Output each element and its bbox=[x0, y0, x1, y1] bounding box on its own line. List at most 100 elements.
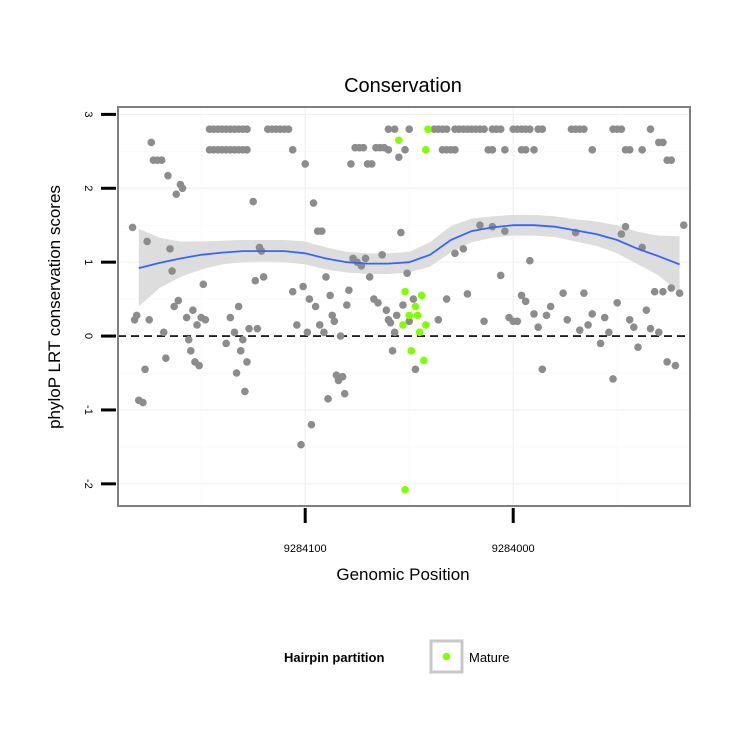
data-point-mature bbox=[415, 328, 424, 337]
data-point-other bbox=[521, 297, 530, 306]
data-point-other bbox=[401, 146, 409, 154]
data-point-other bbox=[588, 310, 597, 318]
data-point-other bbox=[234, 302, 243, 311]
data-point-other bbox=[634, 343, 642, 351]
data-point-other bbox=[409, 295, 418, 303]
data-point-other bbox=[563, 316, 572, 324]
data-point-other bbox=[625, 316, 634, 324]
data-point-other bbox=[671, 361, 680, 370]
data-point-other bbox=[463, 290, 472, 298]
data-point-other bbox=[157, 156, 166, 164]
data-point-other bbox=[309, 199, 318, 207]
data-point-other bbox=[293, 321, 301, 329]
data-point-other bbox=[199, 280, 208, 289]
y-tick-label: -2 bbox=[82, 479, 94, 489]
data-point-mature bbox=[401, 287, 409, 296]
data-point-other bbox=[297, 440, 305, 449]
data-point-other bbox=[241, 387, 249, 396]
data-point-other bbox=[390, 125, 399, 133]
data-point-other bbox=[480, 125, 488, 133]
data-point-other bbox=[288, 146, 297, 154]
data-point-other bbox=[534, 323, 542, 331]
data-point-other bbox=[243, 146, 251, 154]
data-point-other bbox=[501, 146, 509, 154]
data-point-mature bbox=[407, 347, 416, 355]
data-point-other bbox=[588, 146, 597, 154]
data-point-other bbox=[172, 190, 181, 198]
data-point-other bbox=[451, 146, 459, 154]
data-point-other bbox=[145, 316, 153, 324]
data-point-other bbox=[239, 335, 247, 344]
data-point-other bbox=[340, 389, 349, 398]
data-point-other bbox=[174, 296, 183, 305]
data-point-other bbox=[646, 324, 655, 333]
data-point-mature bbox=[424, 125, 432, 133]
data-point-other bbox=[230, 328, 239, 337]
data-point-other bbox=[390, 328, 399, 337]
plot-frame bbox=[117, 106, 691, 507]
data-point-other bbox=[330, 317, 339, 326]
data-point-other bbox=[384, 146, 393, 154]
data-point-other bbox=[667, 156, 676, 164]
data-point-other bbox=[596, 339, 605, 348]
legend-label-mature: Mature bbox=[469, 650, 509, 665]
data-point-other bbox=[526, 256, 534, 265]
data-point-other bbox=[141, 365, 149, 374]
data-point-other bbox=[147, 138, 156, 147]
data-point-other bbox=[187, 347, 195, 355]
data-point-mature bbox=[395, 136, 403, 145]
x-axis-label: Genomic Position bbox=[336, 565, 469, 584]
data-point-other bbox=[411, 365, 420, 374]
data-point-other bbox=[361, 254, 370, 263]
data-point-other bbox=[307, 420, 316, 429]
data-point-other bbox=[605, 328, 613, 337]
x-tick-label: 9284000 bbox=[492, 543, 535, 555]
data-point-other bbox=[386, 318, 395, 327]
data-point-other bbox=[195, 361, 203, 370]
data-point-other bbox=[378, 250, 386, 259]
y-tick-label: 2 bbox=[82, 185, 94, 191]
y-axis-label: phyloP LRT conservation scores bbox=[45, 185, 64, 429]
data-point-other bbox=[584, 321, 592, 329]
data-point-other bbox=[320, 328, 328, 337]
data-point-other bbox=[542, 311, 551, 320]
other-points bbox=[128, 125, 688, 449]
data-point-other bbox=[613, 299, 621, 307]
data-point-other bbox=[162, 354, 170, 363]
data-point-other bbox=[232, 369, 241, 377]
data-point-other bbox=[621, 222, 630, 231]
data-point-other bbox=[249, 197, 257, 206]
data-point-mature bbox=[399, 321, 407, 329]
data-point-other bbox=[326, 291, 334, 300]
data-point-other bbox=[139, 398, 147, 407]
data-point-other bbox=[128, 223, 137, 232]
data-point-other bbox=[559, 289, 567, 298]
data-point-other bbox=[526, 125, 534, 133]
data-point-other bbox=[347, 160, 355, 168]
data-point-other bbox=[451, 249, 459, 258]
data-point-mature bbox=[413, 311, 422, 320]
data-point-other bbox=[659, 287, 667, 296]
smooth-line bbox=[138, 224, 680, 269]
data-point-other bbox=[399, 301, 407, 309]
data-point-other bbox=[405, 317, 414, 326]
data-point-other bbox=[617, 125, 626, 133]
data-point-other bbox=[243, 125, 251, 133]
data-point-other bbox=[575, 326, 584, 334]
data-point-other bbox=[132, 311, 141, 320]
data-point-other bbox=[336, 332, 345, 340]
data-point-other bbox=[236, 347, 245, 355]
x-tick-label: 9284100 bbox=[284, 543, 327, 555]
data-point-other bbox=[459, 245, 468, 253]
data-point-other bbox=[365, 273, 374, 281]
data-point-other bbox=[226, 313, 235, 322]
data-point-other bbox=[434, 316, 443, 324]
data-point-other bbox=[201, 316, 210, 324]
data-point-other bbox=[496, 125, 505, 133]
data-point-other bbox=[193, 321, 201, 329]
data-point-other bbox=[403, 269, 411, 278]
y-tick-label: 1 bbox=[82, 259, 94, 265]
data-point-other bbox=[395, 153, 403, 162]
data-point-mature bbox=[419, 356, 428, 365]
